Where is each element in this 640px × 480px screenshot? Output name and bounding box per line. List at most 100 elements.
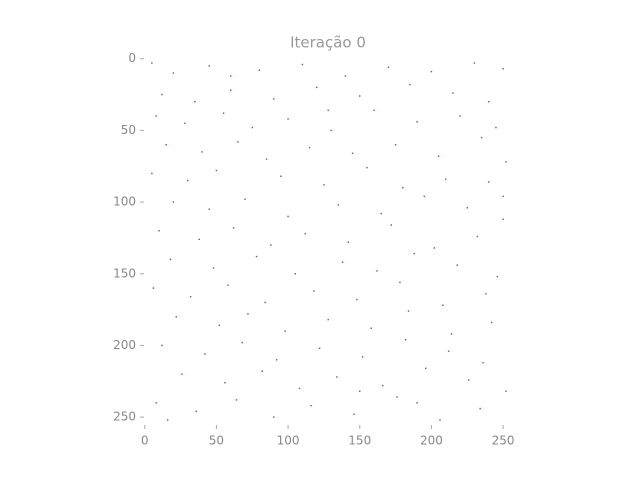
live-cell (194, 101, 196, 103)
live-cell (505, 161, 507, 163)
live-cell (466, 207, 468, 209)
live-cell (416, 402, 418, 404)
live-cell (258, 69, 261, 71)
live-cell (404, 338, 407, 341)
live-cell (502, 195, 504, 198)
live-cell (275, 359, 278, 361)
live-cell (480, 136, 483, 139)
live-cell (467, 379, 470, 381)
live-cell (437, 155, 440, 157)
live-cell (505, 390, 507, 393)
live-cell (264, 301, 266, 304)
live-cell (447, 350, 450, 352)
x-tick-label: 0 (141, 434, 149, 448)
y-tick-label: 250 (113, 410, 136, 424)
x-tick-label: 150 (348, 434, 371, 448)
live-cell (445, 178, 447, 180)
y-tick-label: 150 (113, 266, 136, 280)
live-cell (337, 204, 339, 206)
live-cell (399, 281, 401, 284)
live-cell (232, 227, 235, 229)
live-cell (230, 89, 232, 91)
live-cell (151, 62, 153, 64)
live-cell (165, 144, 167, 146)
live-cell (184, 122, 186, 124)
live-cell (361, 356, 364, 358)
live-cell (341, 261, 344, 264)
live-cell (318, 347, 321, 350)
chart-title: Iteração 0 (290, 34, 366, 52)
live-cell (208, 65, 210, 67)
live-cell (327, 109, 329, 112)
live-cell (172, 72, 175, 74)
live-cell (413, 252, 415, 255)
live-cell (316, 86, 318, 89)
live-cell (485, 293, 487, 295)
live-cell (237, 141, 239, 143)
live-cell (310, 404, 312, 407)
live-cell (301, 63, 304, 66)
live-cell (476, 235, 479, 238)
live-cell (204, 353, 206, 355)
live-cell (151, 172, 153, 175)
live-cell (195, 410, 198, 413)
live-cell (376, 270, 378, 272)
live-cell (433, 247, 436, 249)
live-cell (479, 407, 481, 410)
live-cell (198, 238, 200, 241)
live-cell (416, 121, 418, 123)
live-cell (351, 152, 354, 155)
live-cell (155, 402, 157, 404)
live-cell (313, 290, 315, 292)
live-cell (496, 275, 499, 278)
live-cell (394, 144, 397, 146)
live-cell (308, 146, 311, 149)
live-cell (284, 330, 286, 332)
live-cell (336, 376, 338, 378)
live-cell (247, 313, 249, 315)
live-cell (244, 198, 246, 200)
live-cell (502, 68, 504, 70)
live-cell (370, 327, 372, 329)
live-cell (222, 112, 225, 114)
live-cell (169, 258, 172, 261)
live-cell (344, 75, 347, 77)
live-cell (423, 195, 425, 198)
live-cell (166, 419, 169, 421)
live-cell (189, 295, 192, 298)
live-cell (381, 384, 384, 387)
live-cell (201, 151, 203, 153)
live-cell (390, 224, 393, 226)
live-cell (439, 419, 441, 421)
live-cell (407, 310, 410, 312)
live-cell (409, 83, 411, 86)
live-cell (230, 75, 232, 77)
live-cell (280, 175, 282, 177)
live-cell (152, 287, 155, 289)
live-cell (442, 304, 444, 307)
live-cell (265, 158, 268, 160)
live-cell (327, 318, 329, 321)
x-tick-label: 100 (277, 434, 300, 448)
live-cell (161, 93, 163, 96)
live-cell (359, 390, 361, 393)
live-cell (495, 126, 497, 129)
live-cell (490, 321, 493, 324)
y-tick-label: 200 (113, 338, 136, 352)
live-cell (155, 115, 157, 117)
live-cell (459, 115, 461, 117)
live-cell (430, 70, 433, 73)
live-cell (273, 98, 275, 100)
live-cell (273, 416, 275, 418)
live-cell (175, 316, 177, 318)
live-cell (181, 373, 183, 375)
live-cell (488, 101, 490, 103)
live-cell (380, 212, 382, 215)
live-cell (304, 232, 306, 235)
live-cell (396, 396, 398, 398)
live-cell (482, 361, 484, 364)
live-cell (456, 264, 458, 266)
live-cell (255, 255, 258, 258)
live-cell (187, 179, 189, 182)
live-cell (224, 381, 226, 384)
